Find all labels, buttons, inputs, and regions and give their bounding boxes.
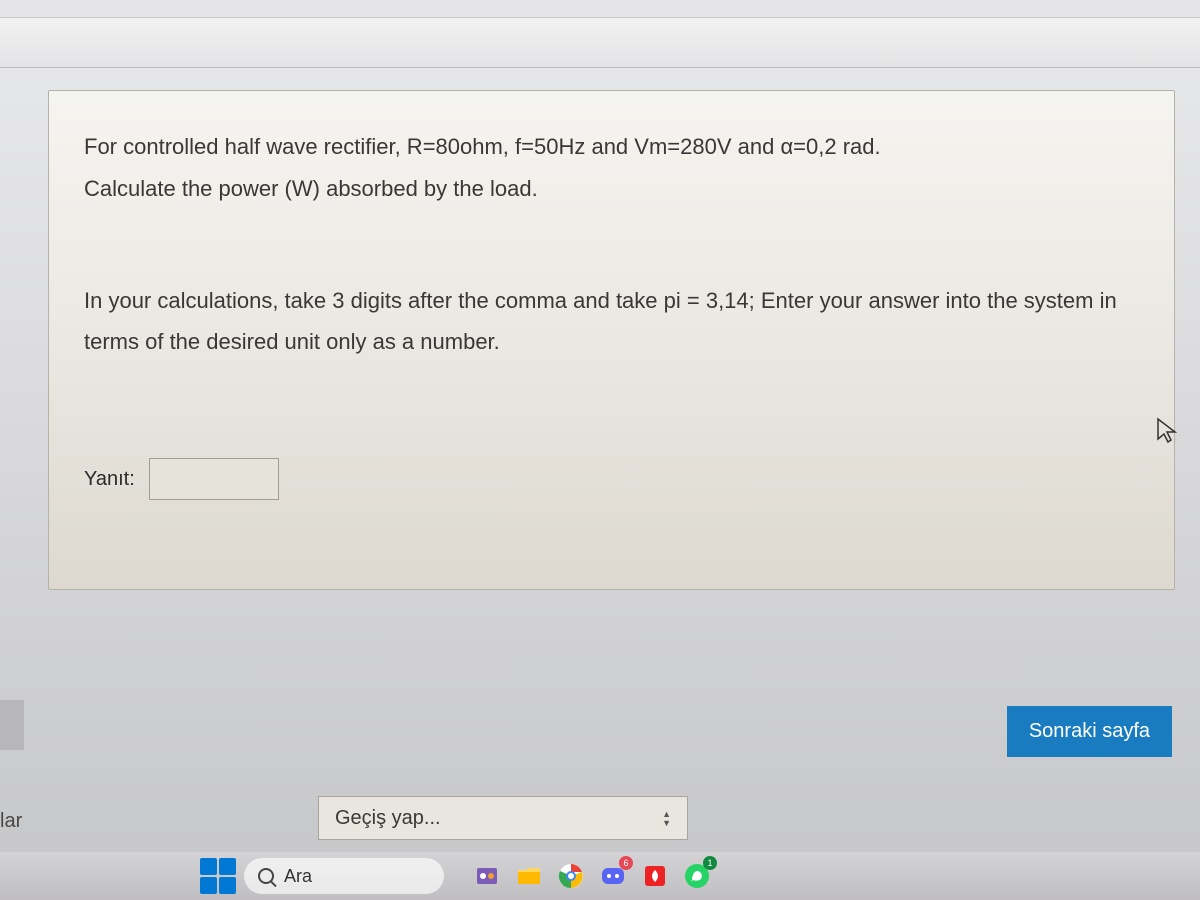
question-instructions: In your calculations, take 3 digits afte… [84,280,1139,364]
answer-input[interactable] [149,458,279,500]
taskbar-search[interactable]: Ara [244,858,444,894]
taskbar-chrome[interactable] [554,859,588,893]
jump-to-select[interactable]: Geçiş yap... [318,796,688,840]
question-card: For controlled half wave rectifier, R=80… [48,90,1175,590]
taskbar-app-1[interactable] [470,859,504,893]
taskbar-acrobat[interactable] [638,859,672,893]
search-icon [258,868,274,884]
app-icon [473,862,501,890]
question-paragraph-1: For controlled half wave rectifier, R=80… [84,126,1139,210]
chrome-icon [557,862,585,890]
answer-row: Yanıt: [84,458,1139,500]
taskbar-discord[interactable]: 6 [596,859,630,893]
jump-to-label: Geçiş yap... [335,807,441,830]
whatsapp-badge: 1 [703,856,717,870]
question-line-2: Calculate the power (W) absorbed by the … [84,168,1139,210]
acrobat-icon [641,862,669,890]
sidebar-fragment [0,700,24,750]
section-nav-label: lar [0,810,22,833]
start-button[interactable] [200,858,236,894]
screen-frame: For controlled half wave rectifier, R=80… [0,0,1200,900]
folder-icon [515,862,543,890]
cursor-icon [1156,417,1180,445]
question-line-1: For controlled half wave rectifier, R=80… [84,126,1139,168]
select-arrows-icon [662,809,671,827]
taskbar-file-explorer[interactable] [512,859,546,893]
answer-label: Yanıt: [84,460,135,498]
window-chrome-top [0,0,1200,18]
search-placeholder: Ara [284,866,312,887]
next-page-button[interactable]: Sonraki sayfa [1007,706,1172,757]
question-text-block: For controlled half wave rectifier, R=80… [84,126,1139,500]
browser-toolbar-area [0,18,1200,68]
taskbar: Ara [0,852,1200,900]
taskbar-whatsapp[interactable]: 1 [680,859,714,893]
discord-badge: 6 [619,856,633,870]
